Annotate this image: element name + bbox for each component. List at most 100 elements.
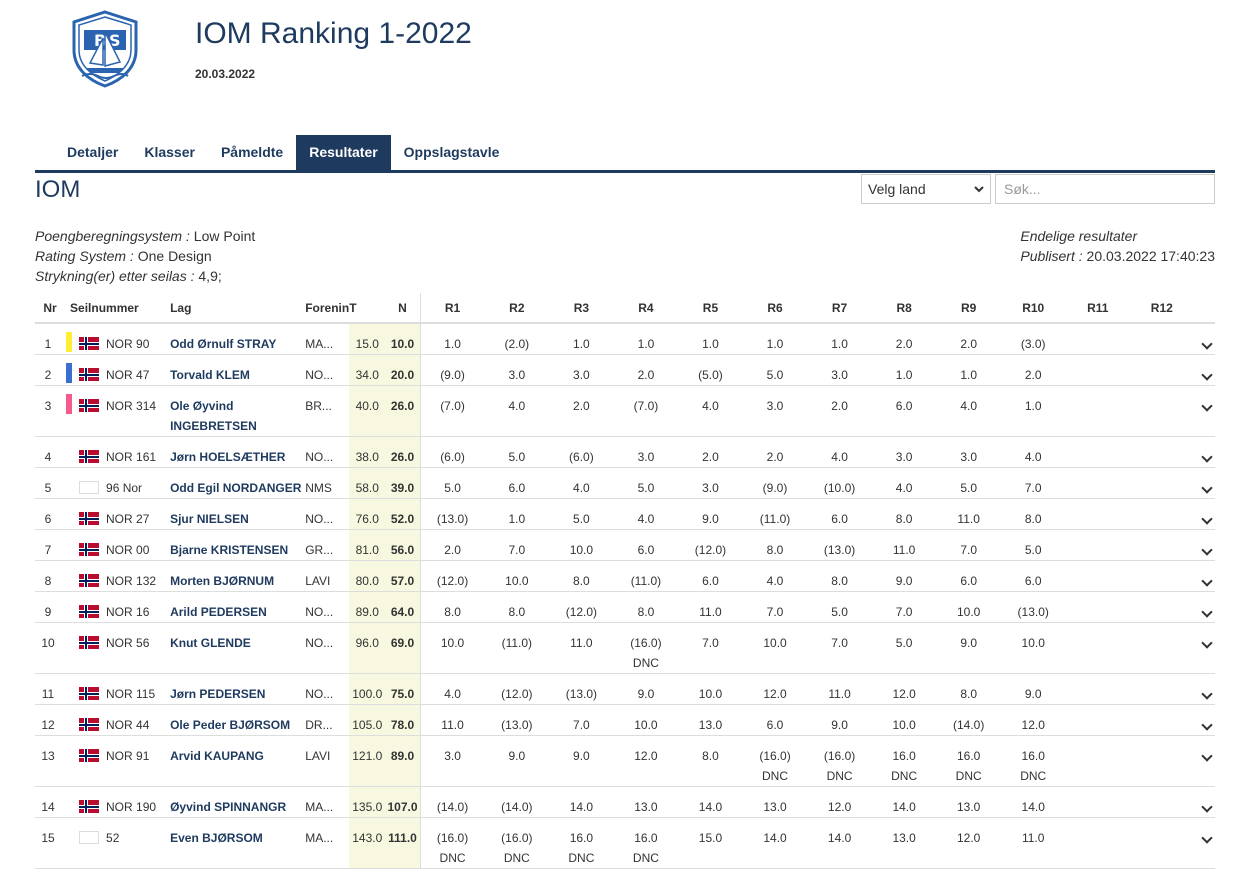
col-club[interactable]: Forening: [305, 293, 350, 324]
tab-detaljer[interactable]: Detaljer: [67, 144, 119, 160]
col-total[interactable]: T: [349, 293, 386, 324]
table-row[interactable]: 9 NOR 16 Arild PEDERSEN NO... 89.0 64.0 8.0 8.0…: [35, 591, 1215, 623]
expand-toggle[interactable]: [1193, 354, 1215, 386]
col-r11[interactable]: R11: [1065, 293, 1130, 324]
race-cell-r7: 9.0: [807, 704, 872, 736]
chevron-down-icon[interactable]: [1201, 575, 1213, 587]
sail-number: NOR 44: [106, 718, 150, 732]
col-r9[interactable]: R9: [936, 293, 1001, 324]
table-row[interactable]: 7 NOR 00 Bjarne KRISTENSEN GR... 81.0 56.0 2.0…: [35, 529, 1215, 561]
chevron-down-icon[interactable]: [1201, 513, 1213, 525]
expand-toggle[interactable]: [1193, 704, 1215, 736]
race-cell-r3: 1.0: [549, 323, 614, 355]
chevron-down-icon[interactable]: [1201, 801, 1213, 813]
chevron-down-icon[interactable]: [1201, 369, 1213, 381]
table-row[interactable]: 3 NOR 314 Ole Øyvind INGEBRETSEN BR... 40.0 2…: [35, 385, 1215, 437]
race-cell-r3: (12.0): [549, 591, 614, 623]
table-row[interactable]: 8 NOR 132 Morten BJØRNUM LAVI 80.0 57.0 (12.0)…: [35, 560, 1215, 592]
team-name[interactable]: Even BJØRSOM: [170, 817, 306, 869]
col-r5[interactable]: R5: [678, 293, 743, 324]
race-cell-r10: 9.0: [1000, 673, 1066, 705]
team-name[interactable]: Jørn PEDERSEN: [170, 673, 306, 705]
tab-resultater[interactable]: Resultater: [296, 135, 391, 170]
team-name[interactable]: Ole Øyvind INGEBRETSEN: [170, 385, 306, 437]
col-net[interactable]: N: [385, 293, 421, 324]
tab-klasser[interactable]: Klasser: [144, 144, 195, 160]
race-cell-r9: 1.0: [936, 354, 1001, 386]
chevron-down-icon[interactable]: [1201, 832, 1213, 844]
table-row[interactable]: 1 NOR 90 Odd Ørnulf STRAY MA... 15.0 10.0 1.0 (…: [35, 323, 1215, 355]
medal-marker: [66, 332, 73, 352]
scoring-system-value: Low Point: [193, 228, 256, 244]
race-cell-r7: 11.0: [807, 673, 872, 705]
chevron-down-icon[interactable]: [1201, 451, 1213, 463]
chevron-down-icon[interactable]: [1201, 400, 1213, 412]
expand-toggle[interactable]: [1193, 467, 1215, 499]
expand-toggle[interactable]: [1193, 622, 1215, 674]
table-row[interactable]: 5 96 Nor Odd Egil NORDANGER NMS 58.0 39.0 5.0 6…: [35, 467, 1215, 499]
race-score: 6.0: [1024, 574, 1042, 588]
race-score: (11.0): [630, 574, 662, 588]
team-name[interactable]: Torvald KLEM: [170, 354, 306, 386]
expand-toggle[interactable]: [1193, 735, 1215, 787]
team-name[interactable]: Odd Egil NORDANGER: [170, 467, 306, 499]
tab-oppslagstavle[interactable]: Oppslagstavle: [403, 144, 500, 160]
chevron-down-icon[interactable]: [1201, 688, 1213, 700]
table-row[interactable]: 4 NOR 161 Jørn HOELSÆTHER NO... 38.0 26.0 (6.0…: [35, 436, 1215, 468]
chevron-down-icon[interactable]: [1201, 338, 1213, 350]
race-cell-r5: 7.0: [678, 622, 743, 674]
expand-toggle[interactable]: [1193, 560, 1215, 592]
col-r3[interactable]: R3: [549, 293, 614, 324]
table-row[interactable]: 2 NOR 47 Torvald KLEM NO... 34.0 20.0 (9.0) 3.0…: [35, 354, 1215, 386]
race-cell-r9: 10.0: [936, 591, 1001, 623]
table-row[interactable]: 6 NOR 27 Sjur NIELSEN NO... 76.0 52.0 (13.0) 1.…: [35, 498, 1215, 530]
team-name[interactable]: Sjur NIELSEN: [170, 498, 306, 530]
table-row[interactable]: 11 NOR 115 Jørn PEDERSEN NO... 100.0 75.0 4.0 (…: [35, 673, 1215, 705]
team-name[interactable]: Odd Ørnulf STRAY: [170, 323, 306, 355]
expand-toggle[interactable]: [1193, 591, 1215, 623]
table-row[interactable]: 10 NOR 56 Knut GLENDE NO... 96.0 69.0 10.0 (11.…: [35, 622, 1215, 674]
table-row[interactable]: 14 NOR 190 Øyvind SPINNANGR MA... 135.0 107.0…: [35, 786, 1215, 818]
expand-toggle[interactable]: [1193, 323, 1215, 355]
search-input[interactable]: [995, 174, 1215, 204]
expand-toggle[interactable]: [1193, 786, 1215, 818]
col-r6[interactable]: R6: [742, 293, 808, 324]
country-select[interactable]: Velg land: [861, 174, 991, 204]
team-name[interactable]: Jørn HOELSÆTHER: [170, 436, 306, 468]
table-row[interactable]: 15 52 Even BJØRSOM MA... 143.0 111.0 (16.0) DNC…: [35, 817, 1215, 869]
team-name[interactable]: Bjarne KRISTENSEN: [170, 529, 306, 561]
col-team[interactable]: Lag: [170, 293, 306, 324]
col-r7[interactable]: R7: [807, 293, 872, 324]
team-name[interactable]: Morten BJØRNUM: [170, 560, 306, 592]
expand-toggle[interactable]: [1193, 498, 1215, 530]
chevron-down-icon[interactable]: [1201, 637, 1213, 649]
race-score: 4.0: [573, 481, 590, 495]
col-nr[interactable]: Nr: [35, 293, 66, 324]
chevron-down-icon[interactable]: [1201, 750, 1213, 762]
chevron-down-icon[interactable]: [1201, 482, 1213, 494]
col-sail[interactable]: Seilnummer: [65, 293, 171, 324]
tab-pameldte[interactable]: Påmeldte: [220, 144, 284, 160]
team-name[interactable]: Arvid KAUPANG: [170, 735, 306, 787]
col-r10[interactable]: R10: [1000, 293, 1066, 324]
col-r8[interactable]: R8: [871, 293, 937, 324]
col-r4[interactable]: R4: [613, 293, 679, 324]
chevron-down-icon[interactable]: [1201, 606, 1213, 618]
race-cell-r12: [1129, 817, 1194, 869]
team-name[interactable]: Knut GLENDE: [170, 622, 306, 674]
team-name[interactable]: Ole Peder BJØRSOM: [170, 704, 306, 736]
team-name[interactable]: Øyvind SPINNANGR: [170, 786, 306, 818]
table-row[interactable]: 12 NOR 44 Ole Peder BJØRSOM DR... 105.0 78.0 1…: [35, 704, 1215, 736]
col-r12[interactable]: R12: [1129, 293, 1194, 324]
expand-toggle[interactable]: [1193, 385, 1215, 437]
col-r1[interactable]: R1: [420, 293, 485, 324]
team-name[interactable]: Arild PEDERSEN: [170, 591, 306, 623]
expand-toggle[interactable]: [1193, 529, 1215, 561]
chevron-down-icon[interactable]: [1201, 719, 1213, 731]
table-row[interactable]: 13 NOR 91 Arvid KAUPANG LAVI 121.0 89.0 3.0 9.0…: [35, 735, 1215, 787]
expand-toggle[interactable]: [1193, 817, 1215, 869]
chevron-down-icon[interactable]: [1201, 544, 1213, 556]
expand-toggle[interactable]: [1193, 673, 1215, 705]
col-r2[interactable]: R2: [484, 293, 550, 324]
expand-toggle[interactable]: [1193, 436, 1215, 468]
